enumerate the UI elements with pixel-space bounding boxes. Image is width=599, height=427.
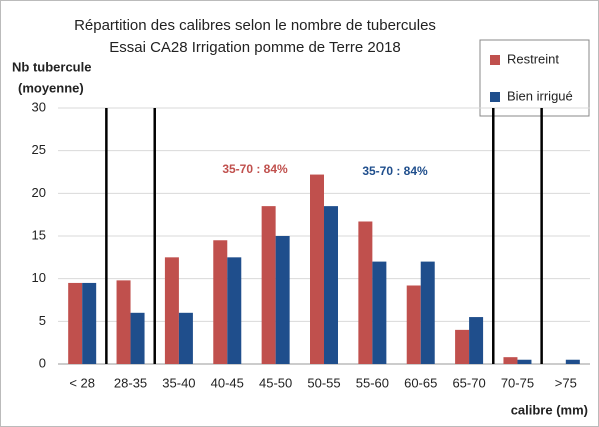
bar [565,359,580,364]
y-axis-label: (moyenne) [18,80,84,95]
x-tick-label: 45-50 [259,375,292,390]
bar [68,282,83,364]
bar [82,282,97,364]
bar [310,174,324,364]
bar [164,257,179,364]
x-tick-label: 35-40 [162,375,195,390]
x-tick-label: 28-35 [114,375,147,390]
y-tick-label: 20 [32,185,46,200]
bar [358,221,373,364]
chart-title: Répartition des calibres selon le nombre… [74,17,436,34]
y-tick-label: 0 [39,355,46,370]
x-tick-label: < 28 [69,375,95,390]
bar [116,280,131,364]
y-tick-label: 25 [32,142,46,157]
x-tick-label: 60-65 [404,375,437,390]
bar [275,236,290,364]
bar [469,317,484,364]
y-tick-label: 15 [32,227,46,242]
bar [130,312,145,364]
x-tick-label: 50-55 [307,375,340,390]
y-tick-label: 30 [32,99,46,114]
bar [420,261,435,364]
x-axis-label: calibre (mm) [511,402,588,417]
x-tick-label: >75 [555,375,577,390]
bar [178,312,193,364]
bar [455,329,470,364]
bar [372,261,387,364]
bar [517,359,532,364]
y-axis-label: Nb tubercule [12,59,91,74]
y-tick-label: 5 [39,313,46,328]
bar [324,206,338,364]
legend-swatch [490,55,500,65]
chart-subtitle: Essai CA28 Irrigation pomme de Terre 201… [109,39,401,56]
y-tick-label: 10 [32,270,46,285]
bar [503,357,518,364]
legend-box [479,39,590,117]
bar [406,285,421,364]
annotation: 35-70 : 84% [222,162,288,176]
bar [261,206,276,364]
x-tick-label: 70-75 [501,375,534,390]
x-tick-label: 65-70 [452,375,485,390]
bar [213,240,228,364]
legend-label: Restreint [507,51,559,66]
legend-label: Bien irrigué [507,88,573,103]
annotation: 35-70 : 84% [362,164,428,178]
legend-swatch [490,92,500,102]
bar [227,257,242,364]
x-tick-label: 55-60 [356,375,389,390]
x-tick-label: 40-45 [211,375,244,390]
